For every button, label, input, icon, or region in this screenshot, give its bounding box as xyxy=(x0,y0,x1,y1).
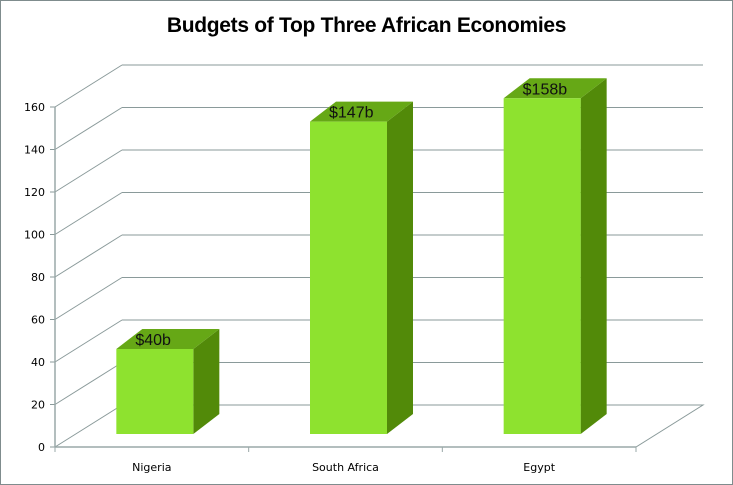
chart-title: Budgets of Top Three African Economies xyxy=(166,14,567,37)
gridline-side xyxy=(54,192,123,235)
data-label: $40b xyxy=(135,332,171,349)
bar-egypt[interactable] xyxy=(503,78,607,434)
x-category-label: Nigeria xyxy=(132,461,171,474)
x-category-label: South Africa xyxy=(312,461,379,474)
data-label: $158b xyxy=(523,81,568,98)
y-tick-label: 120 xyxy=(24,186,45,199)
bar-south-africa[interactable] xyxy=(310,101,413,434)
y-tick-label: 80 xyxy=(31,271,45,284)
y-tick-label: 20 xyxy=(31,399,45,412)
gridline-side xyxy=(54,277,123,320)
gridline-side xyxy=(54,319,123,363)
bar-nigeria[interactable] xyxy=(116,329,220,434)
data-label: $147b xyxy=(329,105,374,122)
y-tick-label: 160 xyxy=(24,101,45,114)
y-tick-label: 140 xyxy=(24,144,45,157)
gridline-side xyxy=(54,64,123,108)
gridline-side xyxy=(54,107,123,150)
gridline-side xyxy=(54,149,123,193)
x-category-label: Egypt xyxy=(523,461,555,474)
y-tick-label: 60 xyxy=(31,314,45,327)
gridline-side xyxy=(54,362,123,405)
y-tick-label: 100 xyxy=(24,229,45,242)
gridline-side xyxy=(54,234,123,278)
y-tick-label: 40 xyxy=(31,356,45,369)
y-tick-label: 0 xyxy=(38,441,45,454)
